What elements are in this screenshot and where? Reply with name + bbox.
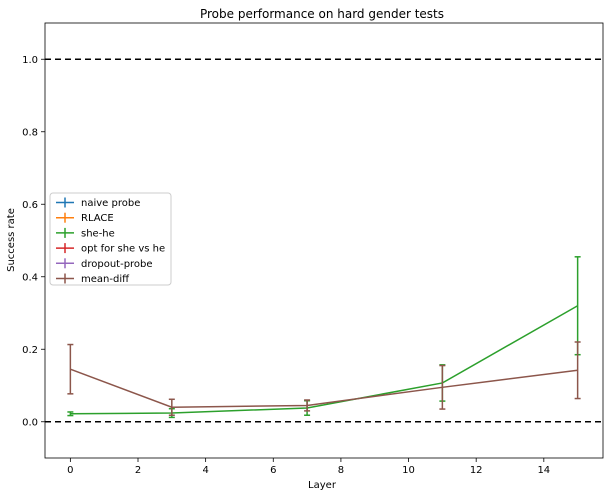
y-tick-label: 0.4 — [22, 272, 38, 283]
x-axis-label: Layer — [308, 480, 337, 491]
series-mean-diff — [67, 341, 581, 416]
legend-entry: naive probe — [56, 197, 140, 209]
legend-label: naive probe — [81, 198, 140, 209]
legend-label: opt for she vs he — [81, 244, 165, 255]
y-tick-label: 0.2 — [22, 345, 38, 356]
x-tick-label: 10 — [402, 465, 415, 476]
legend-entry: she-he — [56, 227, 115, 239]
legend-label: she-he — [81, 228, 115, 239]
y-tick-label: 1.0 — [22, 55, 38, 66]
legend-entry: RLACE — [56, 212, 114, 224]
x-tick-label: 14 — [537, 465, 550, 476]
reference-lines — [45, 58, 603, 423]
x-tick-label: 2 — [135, 465, 141, 476]
legend-label: RLACE — [81, 213, 114, 224]
legend-entry: opt for she vs he — [56, 243, 165, 255]
chart-title: Probe performance on hard gender tests — [200, 7, 444, 21]
legend-entry: dropout-probe — [56, 258, 153, 270]
legend-box — [49, 192, 172, 286]
x-axis: 0 2 4 6 8 10 12 14 — [67, 458, 550, 476]
y-tick-label: 0.0 — [22, 417, 38, 428]
legend-label: mean-diff — [81, 274, 130, 285]
y-axis: 0.0 0.2 0.4 0.6 0.8 1.0 — [22, 55, 45, 428]
legend-label: dropout-probe — [81, 259, 153, 270]
series-layer — [67, 256, 581, 419]
legend-entry: mean-diff — [56, 273, 130, 285]
x-tick-label: 0 — [67, 465, 73, 476]
x-tick-label: 6 — [270, 465, 276, 476]
plot-frame — [44, 22, 604, 459]
x-tick-label: 12 — [470, 465, 483, 476]
x-tick-label: 4 — [202, 465, 208, 476]
legend: naive probe RLACE she-he opt for she vs he d… — [49, 192, 172, 286]
x-tick-label: 8 — [338, 465, 344, 476]
y-tick-label: 0.8 — [22, 127, 38, 138]
y-axis-label: Success rate — [6, 208, 17, 272]
y-tick-label: 0.6 — [22, 200, 38, 211]
